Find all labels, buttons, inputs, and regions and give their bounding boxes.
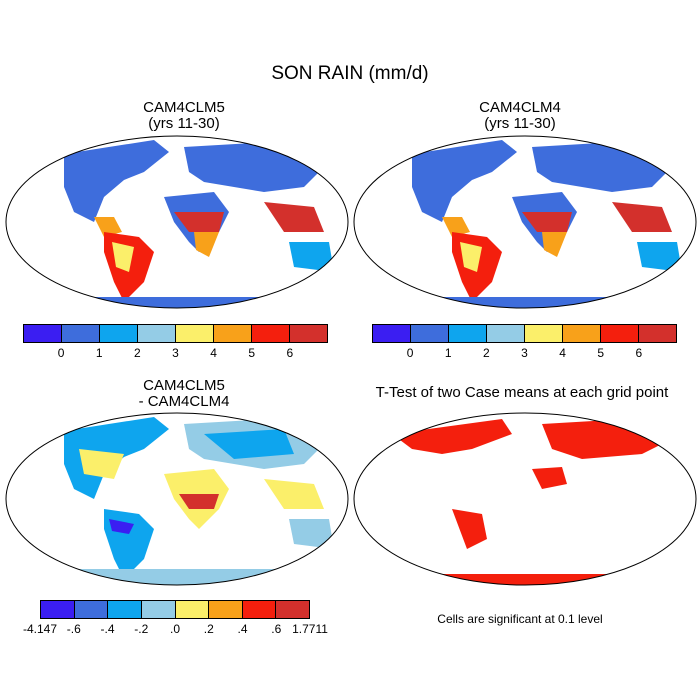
panel1-title: CAM4CLM5 (yrs 11-30) [20,100,348,132]
legend-labels-diff: -4.147 -.6 -.4 -.2 .0 .2 .4 .6 1.7711 [23,622,328,638]
map-outline [353,135,697,309]
legend-tick: 1 [444,346,452,360]
map-cam4clm5 [5,135,349,309]
legend-swatch [175,601,210,618]
legend-tick: -.2 [134,622,149,636]
legend-swatch [138,325,176,342]
legend-swatch [176,325,214,342]
legend-tick: 0 [406,346,414,360]
panel1-title-line2: (yrs 11-30) [148,115,220,132]
legend-swatch [563,325,601,342]
panel3-title: CAM4CLM5 - CAM4CLM4 [20,378,348,410]
legend-swatch [62,325,100,342]
panel2-title: CAM4CLM4 (yrs 11-30) [356,100,684,132]
figure-title: SON RAIN (mm/d) [271,63,429,84]
legend-tick: 3 [172,346,179,360]
legend-tick: -4.147 [22,622,58,636]
significance-note: Cells are significant at 0.1 level [437,612,603,626]
legend-tick: 5 [248,346,256,360]
legend-swatch [41,601,75,618]
land-fields [412,140,682,308]
panel1-title-line1: CAM4CLM5 [143,99,225,116]
legend-tick: .6 [271,622,282,636]
legend-swatch [108,601,142,618]
panel2-title-line1: CAM4CLM4 [479,99,561,116]
panel4-title: T-Test of two Case means at each grid po… [375,384,669,401]
legend-swatch [487,325,525,342]
legend-swatch [252,325,290,342]
map-outline [5,412,349,586]
legend-colorbar-abs-2 [372,324,677,343]
legend-tick: .2 [203,622,214,636]
map-outline [353,412,697,586]
legend-tick: 2 [483,346,490,360]
map-ttest [353,412,697,586]
legend-tick: 4 [210,346,217,360]
legend-tick: 1 [95,346,103,360]
legend-tick: .0 [169,622,181,636]
panel3-title-line2: - CAM4CLM4 [138,393,230,410]
legend-tick: 5 [597,346,605,360]
panel2-title-line2: (yrs 11-30) [484,115,556,132]
legend-labels-abs-2: 0 1 2 3 4 5 6 [372,346,677,362]
legend-swatch [601,325,639,342]
legend-tick: 2 [134,346,141,360]
significant-cells [392,417,682,585]
legend-colorbar-diff [40,600,310,619]
legend-swatch [449,325,487,342]
legend-tick: 6 [286,346,294,360]
legend-labels-abs-1: 0 1 2 3 4 5 6 [23,346,328,362]
map-difference [5,412,349,586]
legend-swatch [242,601,277,618]
legend-tick: 1.7711 [292,622,328,636]
legend-tick: -.6 [66,622,81,636]
legend-tick: 4 [559,346,566,360]
legend-tick: .4 [237,622,248,636]
legend-colorbar-abs-1 [23,324,328,343]
legend-swatch [141,601,176,618]
panel3-title-line1: CAM4CLM5 [143,377,225,394]
land-fields [64,140,334,308]
legend-swatch [209,601,243,618]
map-outline [5,135,349,309]
legend-swatch [525,325,563,342]
legend-tick: 3 [521,346,528,360]
legend-tick: 6 [635,346,643,360]
legend-swatch [100,325,138,342]
map-cam4clm4 [353,135,697,309]
legend-swatch [276,601,309,618]
legend-tick: -.4 [100,622,115,636]
legend-swatch [411,325,449,342]
legend-swatch [24,325,62,342]
legend-tick: 0 [57,346,65,360]
legend-swatch [214,325,252,342]
legend-swatch [74,601,109,618]
legend-swatch [639,325,676,342]
legend-swatch [373,325,411,342]
legend-swatch [290,325,327,342]
